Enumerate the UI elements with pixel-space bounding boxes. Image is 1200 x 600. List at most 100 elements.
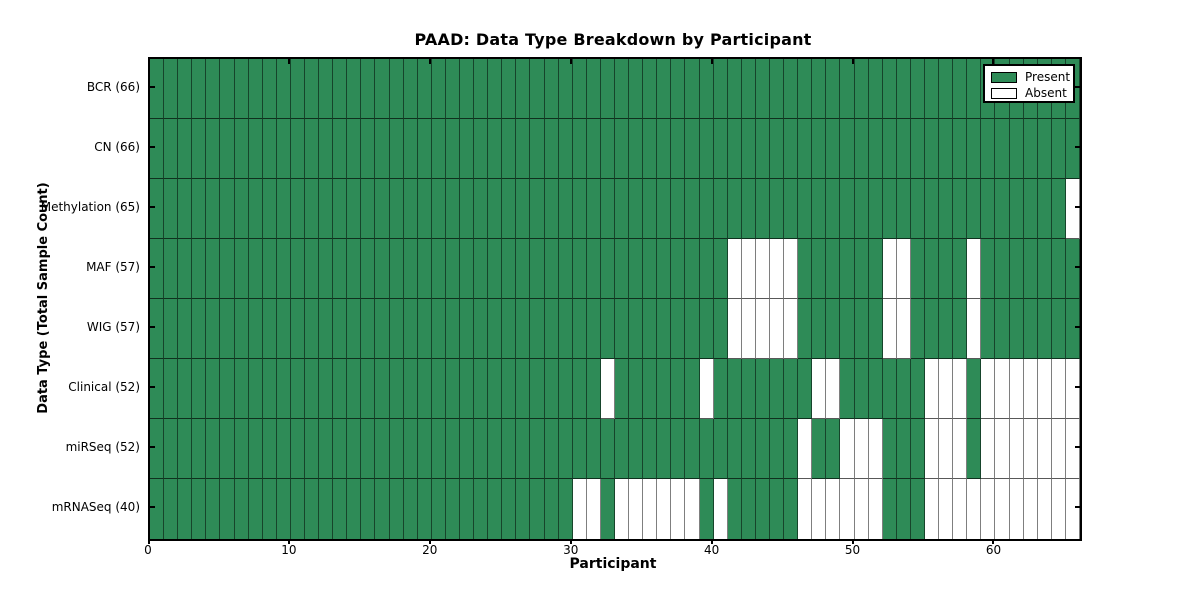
heatmap-cell: [516, 239, 531, 299]
heatmap-cell: [600, 119, 615, 179]
heatmap-cell: [953, 479, 968, 539]
heatmap-cell: [770, 419, 785, 479]
heatmap-cell: [826, 119, 841, 179]
heatmap-cell: [290, 179, 305, 239]
heatmap-cell: [206, 359, 221, 419]
heatmap-cell: [770, 359, 785, 419]
heatmap-cell: [558, 239, 573, 299]
heatmap-cell: [741, 179, 756, 239]
heatmap-cell: [840, 179, 855, 239]
heatmap-cell: [333, 119, 348, 179]
heatmap-cell: [727, 179, 742, 239]
heatmap-cell: [925, 179, 940, 239]
y-tick-mark: [1075, 446, 1080, 448]
x-tick-label: 30: [563, 543, 579, 557]
heatmap-cell: [657, 359, 672, 419]
heatmap-cell: [572, 239, 587, 299]
heatmap-cell: [389, 179, 404, 239]
heatmap-cell: [981, 179, 996, 239]
heatmap-cell: [812, 179, 827, 239]
heatmap-cell: [615, 59, 630, 119]
heatmap-cell: [431, 179, 446, 239]
heatmap-cell: [896, 479, 911, 539]
heatmap-cell: [502, 179, 517, 239]
y-axis-label: Data Type (Total Sample Count): [36, 182, 51, 414]
heatmap-cell: [699, 239, 714, 299]
heatmap-cell: [953, 59, 968, 119]
heatmap-cell: [544, 59, 559, 119]
heatmap-cell: [826, 59, 841, 119]
heatmap-cell: [164, 479, 179, 539]
heatmap-cell: [516, 179, 531, 239]
heatmap-cell: [530, 299, 545, 359]
heatmap-cell: [502, 359, 517, 419]
heatmap-cell: [699, 59, 714, 119]
y-tick-mark: [150, 86, 155, 88]
heatmap-cell: [1009, 179, 1024, 239]
x-tick-mark: [851, 539, 854, 544]
heatmap-cell: [826, 299, 841, 359]
heatmap-cell: [502, 239, 517, 299]
y-tick-mark: [150, 326, 155, 328]
heatmap-cell: [868, 59, 883, 119]
heatmap-cell: [812, 59, 827, 119]
heatmap-cell: [530, 359, 545, 419]
heatmap-cell: [981, 479, 996, 539]
heatmap-cell: [868, 359, 883, 419]
heatmap-cell: [220, 119, 235, 179]
heatmap-cell: [925, 239, 940, 299]
heatmap-cell: [953, 179, 968, 239]
heatmap-cell: [164, 299, 179, 359]
heatmap-cell: [206, 239, 221, 299]
heatmap-cell: [375, 299, 390, 359]
heatmap-cell: [840, 479, 855, 539]
heatmap-cell: [699, 299, 714, 359]
heatmap-cell: [784, 59, 799, 119]
y-tick-mark: [150, 446, 155, 448]
heatmap-cell: [854, 59, 869, 119]
heatmap-cell: [220, 479, 235, 539]
heatmap-cell: [572, 359, 587, 419]
heatmap-cell: [967, 239, 982, 299]
heatmap-cell: [389, 239, 404, 299]
heatmap-cell: [1037, 419, 1052, 479]
heatmap-cell: [248, 179, 263, 239]
heatmap-cell: [403, 299, 418, 359]
heatmap-cell: [770, 239, 785, 299]
heatmap-cell: [460, 479, 475, 539]
heatmap-cell: [812, 359, 827, 419]
heatmap-cell: [784, 359, 799, 419]
heatmap-cell: [896, 359, 911, 419]
heatmap-cell: [967, 119, 982, 179]
heatmap-cell: [262, 479, 277, 539]
heatmap-cell: [178, 479, 193, 539]
heatmap-cell: [699, 419, 714, 479]
heatmap-cell: [953, 419, 968, 479]
heatmap-cell: [600, 179, 615, 239]
heatmap-cell: [460, 119, 475, 179]
y-tick-mark: [1075, 146, 1080, 148]
heatmap-cell: [248, 479, 263, 539]
heatmap-cell: [615, 179, 630, 239]
x-tick-mark: [287, 539, 290, 544]
heatmap-cell: [389, 479, 404, 539]
heatmap-cell: [333, 239, 348, 299]
heatmap-cell: [333, 179, 348, 239]
heatmap-cell: [530, 419, 545, 479]
plot-area: [148, 57, 1082, 541]
heatmap-cell: [741, 299, 756, 359]
heatmap-cell: [262, 299, 277, 359]
heatmap-cell: [276, 239, 291, 299]
heatmap-cell: [290, 299, 305, 359]
heatmap-cell: [502, 299, 517, 359]
heatmap-cell: [741, 239, 756, 299]
heatmap-cell: [826, 359, 841, 419]
heatmap-cell: [361, 239, 376, 299]
heatmap-cell: [220, 419, 235, 479]
heatmap-cell: [910, 179, 925, 239]
heatmap-cell: [445, 179, 460, 239]
heatmap-cell: [375, 239, 390, 299]
heatmap-cell: [755, 59, 770, 119]
heatmap-cell: [882, 179, 897, 239]
heatmap-cell: [995, 179, 1010, 239]
